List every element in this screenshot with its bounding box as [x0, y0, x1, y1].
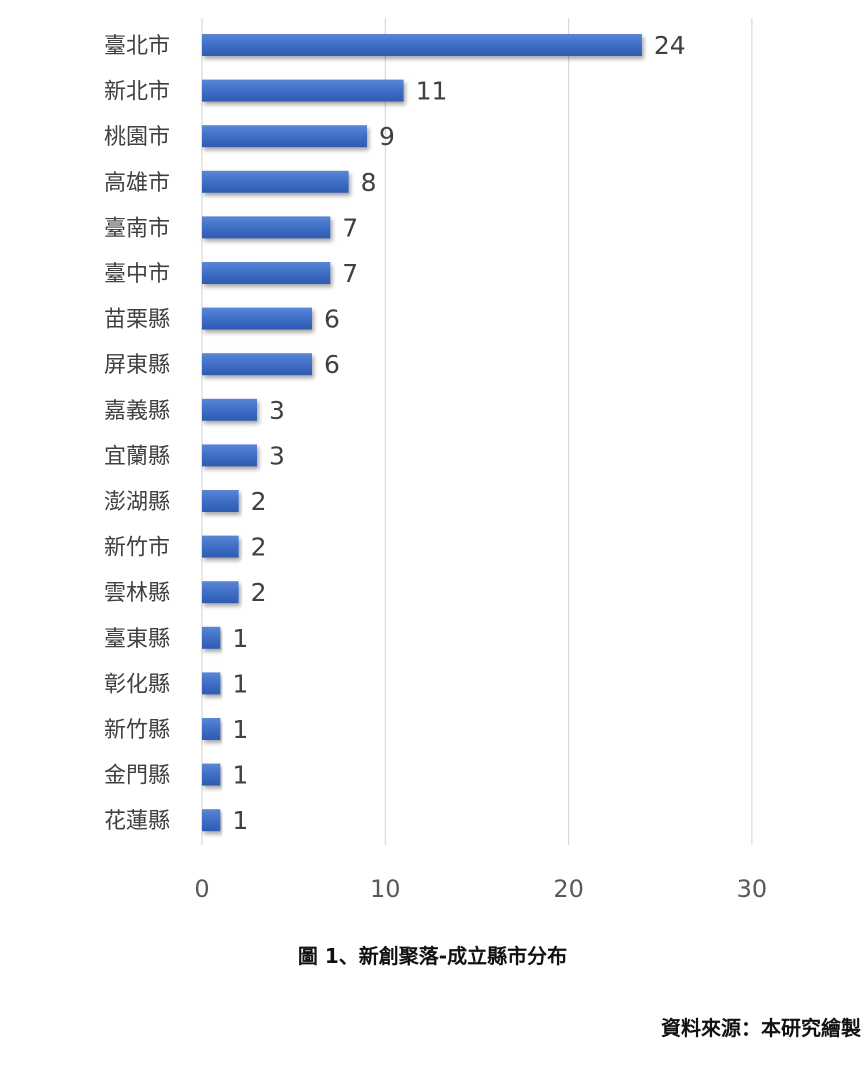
source-note: 資料來源：本研究繪製 — [661, 1016, 861, 1040]
bar — [202, 353, 312, 376]
bar — [202, 398, 257, 421]
category-label: 新竹縣 — [104, 718, 170, 743]
bar — [202, 581, 239, 604]
bar — [202, 34, 642, 56]
bar — [202, 535, 239, 558]
data-label: 24 — [654, 31, 686, 60]
data-label: 11 — [416, 77, 448, 106]
category-label: 高雄市 — [104, 171, 170, 196]
data-label: 6 — [324, 305, 340, 334]
bar — [202, 79, 404, 102]
bar — [202, 170, 349, 193]
data-label: 1 — [232, 669, 248, 698]
data-label: 1 — [232, 624, 248, 653]
data-label: 1 — [232, 715, 248, 744]
data-label: 3 — [269, 441, 285, 470]
category-label: 金門縣 — [104, 764, 170, 789]
data-label: 6 — [324, 350, 340, 379]
figure-caption: 圖 1、新創聚落-成立縣市分布 — [297, 944, 568, 968]
bar — [202, 672, 221, 695]
category-label: 臺北市 — [104, 34, 170, 59]
bar — [202, 125, 367, 148]
category-label: 新竹市 — [104, 536, 170, 561]
data-label: 3 — [269, 396, 285, 425]
bar — [202, 307, 312, 330]
bar — [202, 444, 257, 467]
x-tick-label: 20 — [553, 875, 584, 903]
chart-container: 臺北市新北市桃園市高雄市臺南市臺中市苗栗縣屏東縣嘉義縣宜蘭縣澎湖縣新竹市雲林縣臺… — [104, 18, 767, 903]
bar — [202, 763, 221, 786]
bar — [202, 718, 221, 740]
data-label: 2 — [251, 533, 267, 562]
data-label: 7 — [342, 259, 358, 288]
data-label: 9 — [379, 122, 395, 151]
category-label: 臺南市 — [104, 216, 170, 241]
bar — [202, 809, 221, 832]
x-tick-label: 0 — [194, 875, 209, 903]
x-tick-labels: 0 10 20 30 — [194, 875, 767, 903]
data-label: 2 — [251, 487, 267, 516]
bars — [202, 34, 642, 832]
category-label: 澎湖縣 — [104, 490, 170, 515]
category-labels: 臺北市新北市桃園市高雄市臺南市臺中市苗栗縣屏東縣嘉義縣宜蘭縣澎湖縣新竹市雲林縣臺… — [104, 34, 170, 834]
x-tick-label: 10 — [370, 875, 401, 903]
category-label: 新北市 — [104, 80, 170, 105]
bar — [202, 626, 221, 649]
category-label: 桃園市 — [104, 125, 170, 150]
bar — [202, 262, 331, 284]
bar — [202, 216, 331, 239]
gridlines — [201, 18, 753, 845]
category-label: 嘉義縣 — [104, 399, 170, 424]
bar — [202, 490, 239, 512]
category-label: 彰化縣 — [104, 672, 170, 697]
category-label: 苗栗縣 — [104, 308, 170, 333]
data-label: 7 — [342, 213, 358, 242]
data-label: 1 — [232, 806, 248, 835]
category-label: 屏東縣 — [104, 353, 170, 378]
category-label: 臺東縣 — [104, 627, 170, 652]
category-label: 雲林縣 — [104, 581, 170, 606]
bar-chart: 臺北市新北市桃園市高雄市臺南市臺中市苗栗縣屏東縣嘉義縣宜蘭縣澎湖縣新竹市雲林縣臺… — [104, 18, 767, 903]
category-label: 臺中市 — [104, 262, 170, 287]
category-label: 宜蘭縣 — [104, 444, 170, 469]
category-label: 花蓮縣 — [104, 809, 170, 834]
data-label: 8 — [361, 168, 377, 197]
data-label: 2 — [251, 578, 267, 607]
data-label: 1 — [232, 761, 248, 790]
x-tick-label: 30 — [737, 875, 768, 903]
